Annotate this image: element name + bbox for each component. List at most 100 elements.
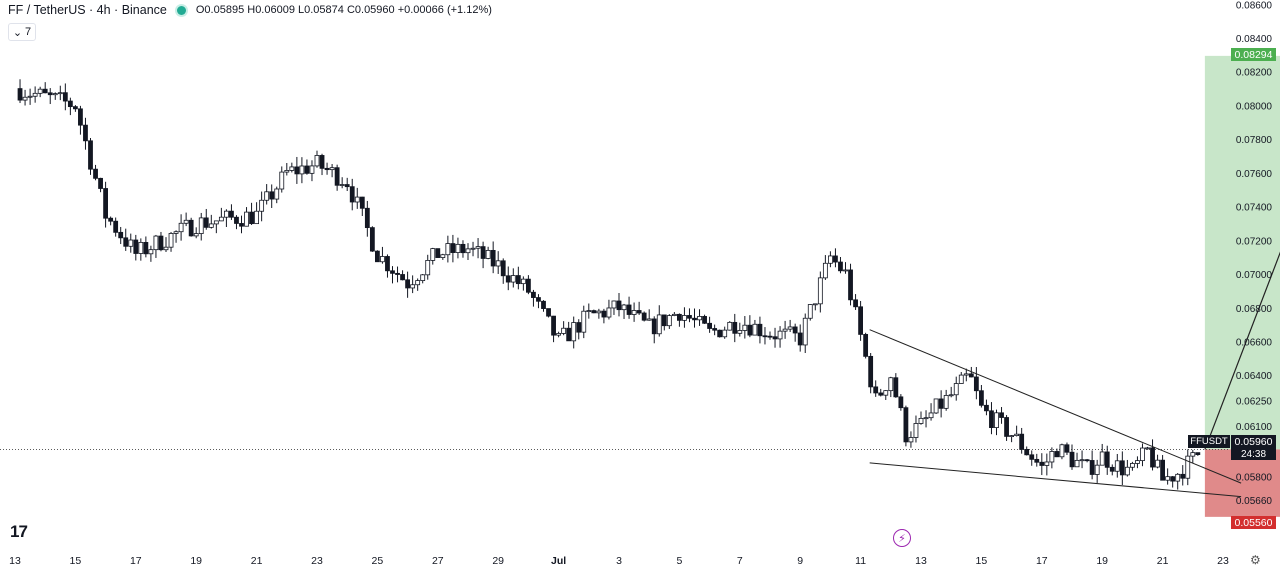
candle-body: [128, 239, 134, 247]
candle-body: [42, 88, 48, 94]
candle-body: [269, 191, 275, 200]
candle-body: [435, 248, 441, 258]
collapse-count: 7: [25, 26, 32, 38]
current-price-tag: 0.05960: [1231, 435, 1276, 448]
candle-body: [420, 274, 426, 281]
symbol-title[interactable]: FF / TetherUS · 4h · Binance: [8, 3, 167, 17]
candle-body: [178, 222, 184, 233]
candle-body: [873, 386, 879, 394]
candle-body: [707, 322, 712, 329]
candle-body: [244, 211, 249, 227]
price-tick-label: 0.07200: [1236, 236, 1273, 247]
candle-body: [586, 310, 592, 312]
candle-body: [1140, 447, 1145, 462]
candle-body: [475, 246, 481, 249]
target-price-tag: 0.08294: [1231, 48, 1276, 61]
candle-body: [118, 231, 124, 239]
candle-body: [1099, 451, 1105, 466]
candle-body: [807, 304, 813, 319]
tradingview-logo[interactable]: 17: [10, 522, 28, 541]
candle-body: [1190, 452, 1196, 457]
candle-body: [1084, 459, 1090, 462]
candle-body: [702, 316, 707, 324]
market-status-icon: [176, 5, 186, 15]
candle-body: [188, 219, 194, 237]
candle-body: [359, 196, 365, 209]
time-tick-label: 19: [190, 555, 202, 567]
candle-body: [83, 124, 88, 142]
candle-body: [163, 246, 169, 251]
candle-body: [717, 329, 723, 338]
candle-body: [1195, 452, 1201, 456]
candle-body: [903, 407, 909, 443]
candle-body: [1069, 451, 1075, 468]
candle-body: [843, 269, 848, 272]
candle-body: [470, 247, 476, 250]
candle-body: [455, 243, 461, 253]
time-tick-label: 17: [130, 555, 142, 567]
price-tick-label: 0.08200: [1236, 68, 1273, 79]
time-tick-label: 29: [492, 555, 504, 567]
candle-body: [369, 227, 375, 252]
candle-body: [878, 392, 884, 396]
price-tick-label: 0.06100: [1236, 422, 1273, 433]
candle-body: [37, 88, 43, 94]
candle-body: [1124, 466, 1130, 476]
candle-body: [531, 291, 536, 298]
candle-body: [1034, 458, 1040, 463]
price-tick-label: 0.08600: [1236, 0, 1273, 11]
candle-body: [1074, 459, 1080, 468]
price-tick-label: 0.07800: [1236, 135, 1273, 146]
candle-body: [943, 395, 949, 409]
price-tick-label: 0.05800: [1236, 472, 1273, 483]
candle-body: [1170, 476, 1176, 482]
candle-body: [812, 303, 818, 306]
candle-body: [1155, 459, 1160, 468]
flash-icon[interactable]: ⚡: [893, 529, 911, 547]
candle-body: [596, 310, 602, 314]
candle-body: [591, 310, 597, 314]
candle-body: [183, 219, 189, 224]
symbol-tag: FFUSDT: [1188, 435, 1230, 448]
candle-body: [641, 312, 647, 321]
price-tick-label: 0.08000: [1236, 101, 1273, 112]
candle-body: [561, 327, 567, 334]
candle-body: [989, 410, 994, 429]
candle-body: [938, 398, 944, 409]
candle-body: [868, 355, 874, 388]
price-tick-label: 0.06600: [1236, 338, 1273, 349]
time-tick-label: Jul: [551, 555, 566, 567]
candle-body: [973, 376, 979, 392]
price-tick-label: 0.05660: [1236, 496, 1273, 507]
gear-icon[interactable]: ⚙: [1250, 553, 1261, 567]
candle-body: [465, 248, 471, 254]
candle-body: [792, 326, 798, 334]
candle-body: [636, 310, 642, 314]
candle-body: [1165, 476, 1171, 481]
candle-body: [17, 88, 23, 101]
candle-body: [1130, 463, 1135, 468]
time-tick-label: 21: [251, 555, 263, 567]
candle-body: [133, 239, 139, 254]
price-tick-label: 0.07400: [1236, 203, 1273, 214]
candle-body: [747, 324, 753, 336]
candle-body: [777, 330, 783, 340]
target-arrow-line: [1204, 251, 1280, 450]
candle-body: [380, 256, 385, 263]
candle-body: [1135, 460, 1140, 464]
indicators-collapse-button[interactable]: ⌄ 7: [8, 23, 36, 41]
candle-body: [727, 321, 733, 331]
candle-body: [430, 248, 436, 261]
price-tick-label: 0.07000: [1236, 270, 1273, 281]
candle-body: [234, 216, 239, 224]
stop-price-tag: 0.05560: [1231, 516, 1276, 529]
candle-body: [515, 275, 521, 285]
time-tick-label: 3: [616, 555, 622, 567]
candle-body: [671, 313, 677, 316]
candle-body: [279, 171, 285, 190]
candle-body: [410, 284, 416, 289]
candle-body: [752, 323, 758, 336]
candle-body: [963, 373, 969, 376]
